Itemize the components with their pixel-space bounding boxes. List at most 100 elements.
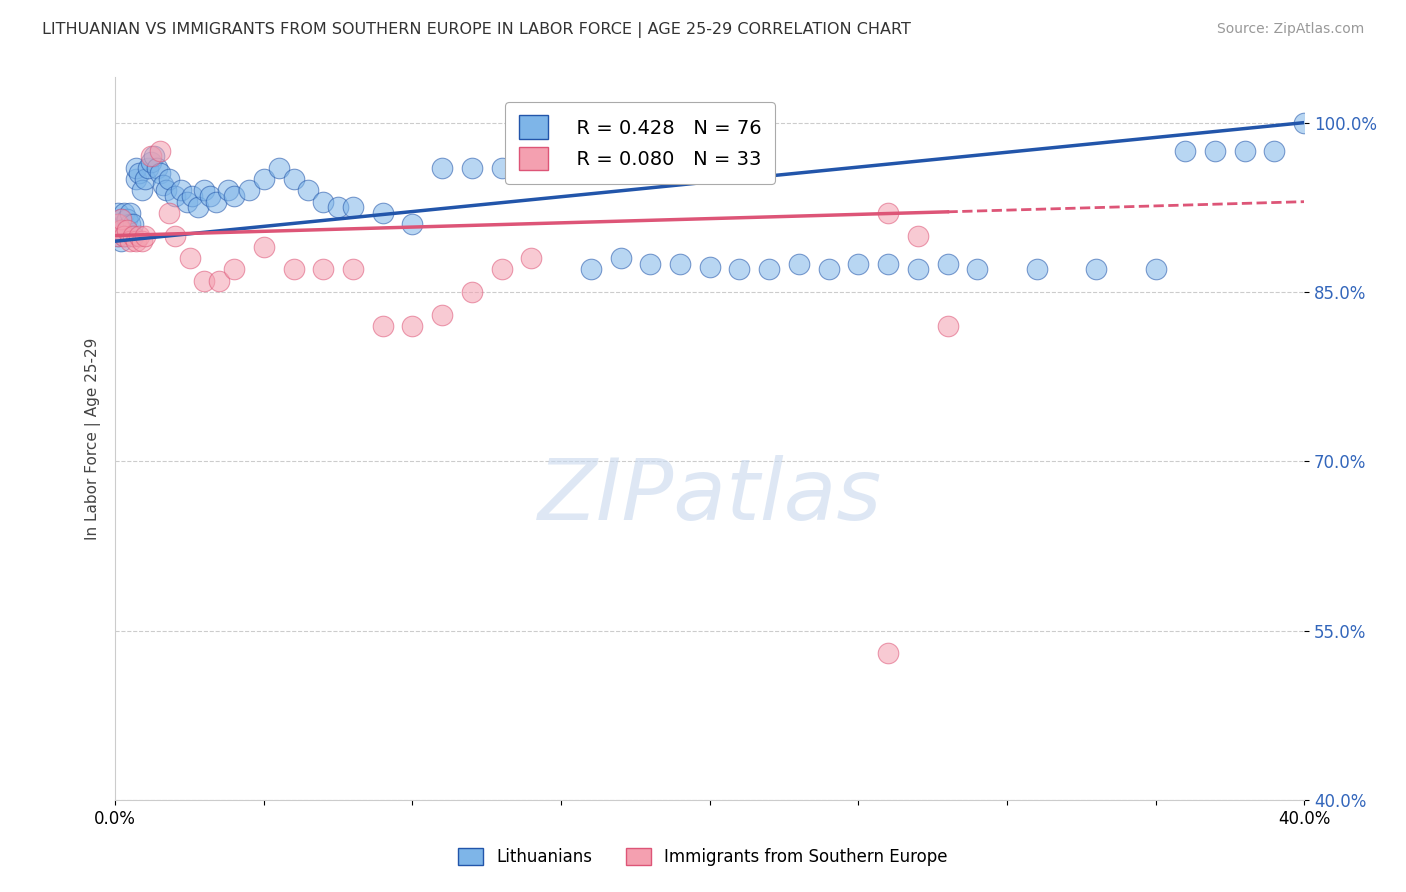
Point xyxy=(118,217,141,231)
Point xyxy=(217,183,239,197)
Text: ZIPatlas: ZIPatlas xyxy=(537,455,882,538)
Point xyxy=(579,262,602,277)
Point xyxy=(936,318,959,333)
Point xyxy=(112,228,135,243)
Point xyxy=(115,223,138,237)
Point xyxy=(193,183,215,197)
Point xyxy=(149,166,172,180)
Point xyxy=(107,217,129,231)
Point xyxy=(118,206,141,220)
Point xyxy=(142,149,165,163)
Point xyxy=(430,161,453,175)
Point xyxy=(122,228,145,243)
Point xyxy=(728,262,751,277)
Point xyxy=(131,234,153,248)
Point xyxy=(401,318,423,333)
Point xyxy=(149,144,172,158)
Point xyxy=(520,161,543,175)
Point xyxy=(1085,262,1108,277)
Point xyxy=(669,257,692,271)
Point xyxy=(163,189,186,203)
Point xyxy=(134,228,156,243)
Point xyxy=(1233,144,1256,158)
Point xyxy=(1144,262,1167,277)
Point xyxy=(787,257,810,271)
Point xyxy=(205,194,228,209)
Point xyxy=(107,228,129,243)
Point xyxy=(1174,144,1197,158)
Point xyxy=(565,163,588,178)
Point xyxy=(326,200,349,214)
Point xyxy=(401,217,423,231)
Point xyxy=(758,262,780,277)
Point xyxy=(169,183,191,197)
Y-axis label: In Labor Force | Age 25-29: In Labor Force | Age 25-29 xyxy=(86,338,101,540)
Point xyxy=(283,262,305,277)
Point xyxy=(128,228,150,243)
Point xyxy=(208,274,231,288)
Point xyxy=(491,262,513,277)
Point xyxy=(107,206,129,220)
Point xyxy=(1204,144,1226,158)
Point xyxy=(128,166,150,180)
Point xyxy=(176,194,198,209)
Point xyxy=(139,149,162,163)
Point xyxy=(1294,115,1316,129)
Point xyxy=(1263,144,1285,158)
Point xyxy=(200,189,222,203)
Point xyxy=(107,217,129,231)
Point xyxy=(222,189,245,203)
Point xyxy=(110,234,132,248)
Point xyxy=(136,161,159,175)
Legend: Lithuanians, Immigrants from Southern Europe: Lithuanians, Immigrants from Southern Eu… xyxy=(451,841,955,873)
Point xyxy=(125,234,148,248)
Point xyxy=(112,228,135,243)
Point xyxy=(267,161,290,175)
Point xyxy=(342,200,364,214)
Point xyxy=(125,172,148,186)
Point xyxy=(253,240,276,254)
Point xyxy=(877,206,900,220)
Point xyxy=(110,223,132,237)
Point xyxy=(846,257,869,271)
Point xyxy=(118,234,141,248)
Point xyxy=(115,223,138,237)
Point xyxy=(609,251,631,265)
Point xyxy=(179,251,201,265)
Point xyxy=(125,161,148,175)
Point xyxy=(297,183,319,197)
Point xyxy=(157,172,180,186)
Legend:   R = 0.428   N = 76,   R = 0.080   N = 33: R = 0.428 N = 76, R = 0.080 N = 33 xyxy=(505,102,775,184)
Point xyxy=(112,206,135,220)
Point xyxy=(966,262,988,277)
Point xyxy=(312,194,335,209)
Point xyxy=(157,206,180,220)
Point xyxy=(110,223,132,237)
Point xyxy=(122,228,145,243)
Point xyxy=(187,200,209,214)
Text: LITHUANIAN VS IMMIGRANTS FROM SOUTHERN EUROPE IN LABOR FORCE | AGE 25-29 CORRELA: LITHUANIAN VS IMMIGRANTS FROM SOUTHERN E… xyxy=(42,22,911,38)
Point xyxy=(371,318,394,333)
Point xyxy=(371,206,394,220)
Point xyxy=(907,228,929,243)
Point xyxy=(491,161,513,175)
Point xyxy=(146,161,169,175)
Point xyxy=(461,161,484,175)
Point xyxy=(342,262,364,277)
Point xyxy=(107,228,129,243)
Point xyxy=(112,217,135,231)
Point xyxy=(115,211,138,226)
Point xyxy=(110,211,132,226)
Point xyxy=(638,257,661,271)
Point xyxy=(110,211,132,226)
Point xyxy=(430,308,453,322)
Point xyxy=(907,262,929,277)
Point xyxy=(152,178,174,192)
Point xyxy=(877,647,900,661)
Point xyxy=(283,172,305,186)
Point xyxy=(312,262,335,277)
Point xyxy=(1025,262,1047,277)
Point xyxy=(817,262,839,277)
Point xyxy=(139,155,162,169)
Point xyxy=(699,260,721,275)
